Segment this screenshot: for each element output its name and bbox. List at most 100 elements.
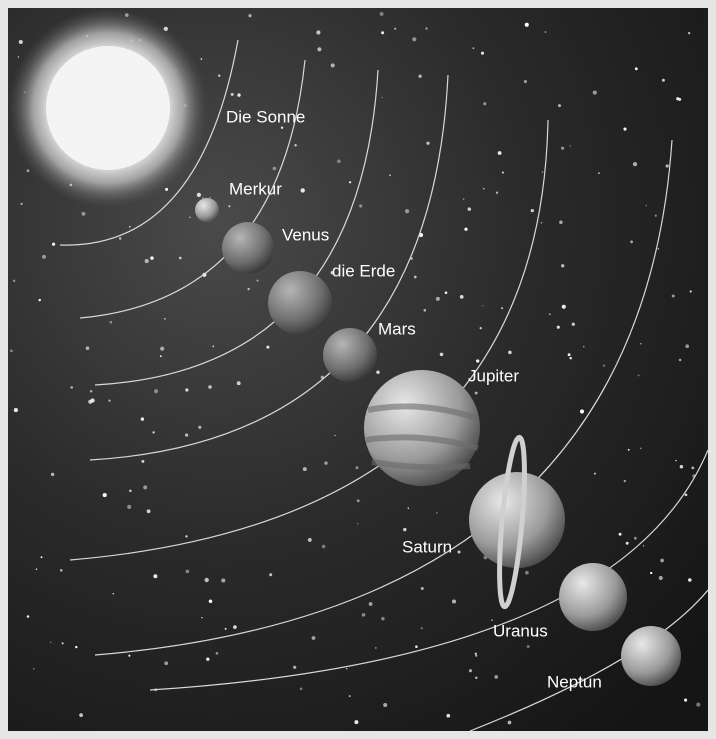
star xyxy=(594,473,596,475)
star xyxy=(18,56,19,57)
star xyxy=(646,205,647,206)
star xyxy=(354,720,358,724)
star xyxy=(86,346,90,350)
star xyxy=(685,344,689,348)
star xyxy=(457,550,460,553)
star xyxy=(696,703,700,707)
star xyxy=(317,47,321,51)
star xyxy=(27,615,30,618)
star xyxy=(237,93,240,96)
star xyxy=(160,355,162,357)
star xyxy=(70,386,73,389)
star xyxy=(688,32,691,35)
star xyxy=(33,668,34,669)
star xyxy=(688,578,692,582)
star xyxy=(659,576,663,580)
star xyxy=(337,160,341,164)
label-jupiter: Jupiter xyxy=(468,366,519,385)
star xyxy=(561,264,564,267)
star xyxy=(381,31,384,34)
star xyxy=(233,625,237,629)
star xyxy=(13,280,15,282)
star xyxy=(558,104,561,107)
star xyxy=(247,288,249,290)
star xyxy=(475,677,478,680)
label-saturn: Saturn xyxy=(402,537,452,556)
star xyxy=(415,645,418,648)
star xyxy=(408,508,409,509)
star xyxy=(593,91,597,95)
star xyxy=(662,79,665,82)
star xyxy=(583,346,584,347)
star xyxy=(334,435,335,436)
star xyxy=(476,359,479,362)
star xyxy=(598,172,600,174)
star xyxy=(452,599,456,603)
star xyxy=(468,207,472,211)
star xyxy=(660,559,664,563)
star xyxy=(147,509,151,513)
star xyxy=(145,259,149,263)
star xyxy=(202,197,204,199)
star xyxy=(19,40,23,44)
star xyxy=(634,537,637,540)
star xyxy=(508,721,512,725)
star xyxy=(208,385,212,389)
label-uranus: Uranus xyxy=(493,621,548,640)
star xyxy=(481,52,484,55)
star xyxy=(418,74,421,77)
star xyxy=(198,426,201,429)
star xyxy=(113,593,115,595)
star xyxy=(403,528,406,531)
star xyxy=(218,75,220,77)
star xyxy=(42,255,46,259)
star xyxy=(472,47,474,49)
star xyxy=(281,126,283,128)
star xyxy=(414,276,417,279)
star xyxy=(424,309,427,312)
star xyxy=(349,181,351,183)
star xyxy=(603,364,605,366)
star xyxy=(52,243,55,246)
star xyxy=(90,390,93,393)
star xyxy=(436,512,437,513)
star xyxy=(394,28,396,30)
mars xyxy=(323,328,377,382)
star xyxy=(524,80,527,83)
star xyxy=(640,343,641,344)
star xyxy=(50,642,51,643)
label-mercury: Merkur xyxy=(229,179,282,198)
star xyxy=(294,144,296,146)
star xyxy=(672,295,675,298)
star xyxy=(21,203,23,205)
star xyxy=(10,350,13,353)
star xyxy=(110,321,113,324)
star xyxy=(300,688,303,691)
label-mars: Mars xyxy=(378,319,416,338)
star xyxy=(676,97,679,100)
star xyxy=(460,295,464,299)
star xyxy=(501,307,503,309)
star xyxy=(206,658,209,661)
star xyxy=(655,215,657,217)
star xyxy=(308,538,312,542)
star xyxy=(658,248,659,249)
star xyxy=(186,570,190,574)
star xyxy=(303,467,307,471)
star xyxy=(525,571,529,575)
star xyxy=(483,188,484,189)
star xyxy=(541,222,543,224)
star xyxy=(568,353,571,356)
star xyxy=(635,67,638,70)
star xyxy=(301,188,305,192)
label-earth: die Erde xyxy=(332,261,395,280)
star xyxy=(421,587,424,590)
star xyxy=(405,209,409,213)
star xyxy=(331,63,335,67)
star xyxy=(691,467,694,470)
star xyxy=(82,212,86,216)
star xyxy=(103,493,107,497)
star xyxy=(557,326,560,329)
uranus xyxy=(559,563,627,631)
star xyxy=(349,695,351,697)
